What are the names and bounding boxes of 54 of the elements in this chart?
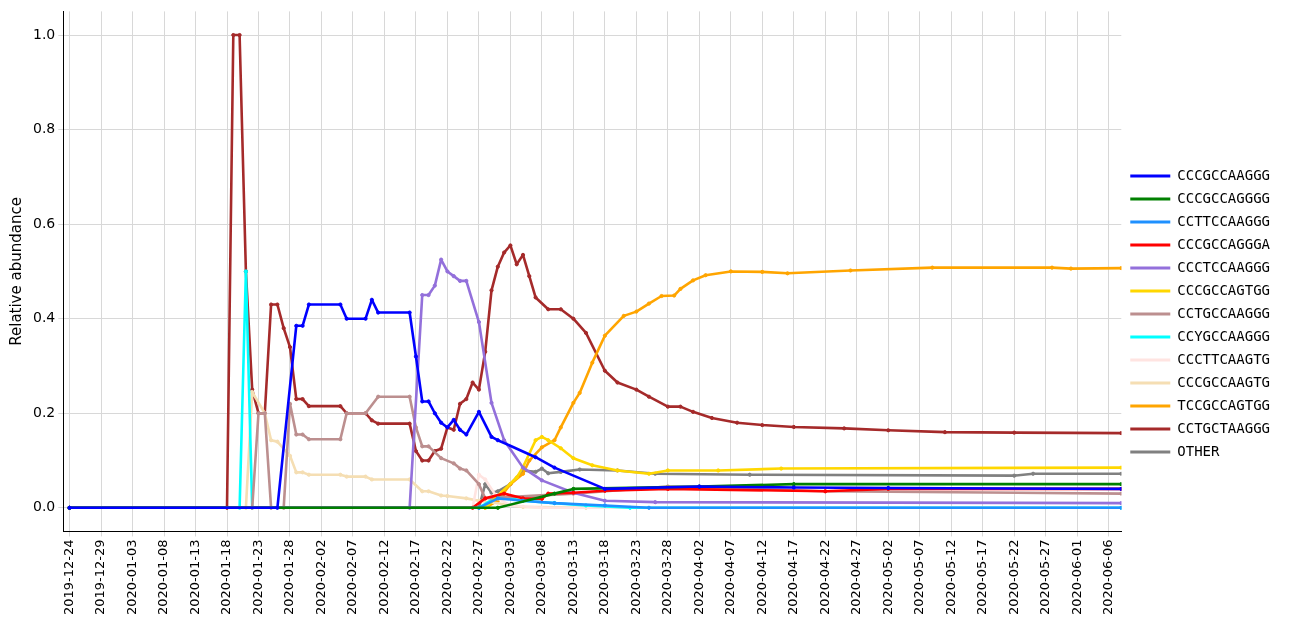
y-tick-label: 1.0: [33, 25, 56, 42]
x-tick-label: 2020-01-28: [281, 539, 297, 616]
x-tick-label: 2020-02-27: [470, 539, 486, 616]
x-tick-label: 2020-01-03: [123, 539, 139, 616]
x-tick-label: 2020-03-03: [501, 539, 517, 616]
legend-label: CCTGCTAAGGG: [1177, 419, 1270, 436]
legend-label: CCCTTCAAGTG: [1177, 350, 1270, 367]
y-axis-title: Relative abundance: [6, 197, 25, 346]
legend-label: CCCGCCAAGTG: [1177, 373, 1270, 390]
x-tick-label: 2020-03-08: [533, 539, 549, 616]
x-tick-label: 2020-04-27: [848, 539, 864, 616]
x-tick-label: 2019-12-24: [60, 539, 76, 616]
legend-label: TCCGCCAGTGG: [1177, 396, 1270, 413]
y-tick-label: 0.8: [33, 120, 56, 137]
x-tick-label: 2020-06-06: [1100, 539, 1116, 616]
x-tick-label: 2020-04-07: [722, 539, 738, 616]
x-tick-label: 2020-06-01: [1068, 539, 1084, 616]
x-tick-label: 2020-03-18: [596, 539, 612, 616]
legend-label: CCCGCCAGTGG: [1177, 281, 1270, 298]
legend-label: CCYGCCAAGGG: [1177, 327, 1270, 344]
x-tick-label: 2020-04-12: [753, 539, 769, 616]
x-tick-label: 2020-04-17: [785, 539, 801, 616]
x-tick-label: 2020-05-27: [1037, 539, 1053, 616]
legend-label: CCCGCCAAGGG: [1177, 166, 1270, 183]
x-tick-label: 2020-04-02: [690, 539, 706, 616]
legend-label: OTHER: [1177, 442, 1220, 459]
x-tick-label: 2020-02-22: [438, 539, 454, 616]
x-tick-label: 2020-03-13: [564, 539, 580, 616]
x-tick-label: 2020-04-22: [816, 539, 832, 616]
x-tick-label: 2020-05-02: [879, 539, 895, 616]
x-tick-label: 2020-02-17: [407, 539, 423, 616]
x-tick-label: 2020-02-02: [312, 539, 328, 616]
legend-label: CCCTCCAAGGG: [1177, 258, 1270, 275]
x-tick-label: 2020-05-22: [1005, 539, 1021, 616]
legend-label: CCTGCCAAGGG: [1177, 304, 1270, 321]
legend-label: CCCGCCAGGGG: [1177, 189, 1270, 206]
y-tick-label: 0.0: [33, 498, 56, 515]
legend-label: CCCGCCAGGGA: [1177, 235, 1271, 252]
x-tick-label: 2020-02-12: [375, 539, 391, 616]
y-tick-label: 0.4: [33, 309, 56, 326]
y-tick-label: 0.6: [33, 214, 56, 231]
x-tick-label: 2020-05-12: [942, 539, 958, 616]
x-tick-label: 2020-01-13: [186, 539, 202, 616]
x-tick-label: 2020-05-07: [911, 539, 927, 616]
x-tick-label: 2020-02-07: [344, 539, 360, 616]
x-tick-label: 2019-12-29: [92, 539, 108, 616]
x-tick-label: 2020-03-23: [627, 539, 643, 616]
x-tick-label: 2020-01-18: [218, 539, 234, 616]
x-tick-label: 2020-05-17: [974, 539, 990, 616]
x-tick-label: 2020-03-28: [659, 539, 675, 616]
x-tick-label: 2020-01-08: [155, 539, 171, 616]
x-tick-label: 2020-01-23: [249, 539, 265, 616]
legend-label: CCTTCCAAGGG: [1177, 212, 1270, 229]
y-tick-label: 0.2: [33, 403, 56, 420]
